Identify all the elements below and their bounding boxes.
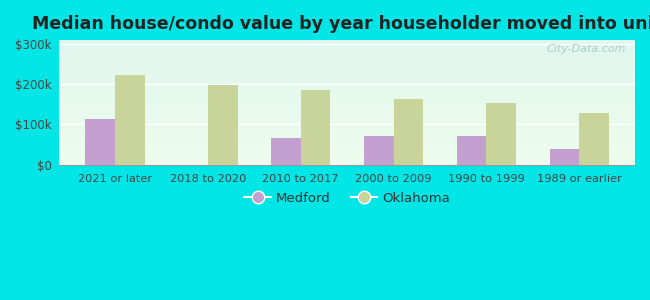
Bar — [393, 99, 423, 165]
Bar — [301, 90, 330, 165]
Bar — [208, 85, 237, 165]
Bar — [85, 119, 115, 165]
Legend: Medford, Oklahoma: Medford, Oklahoma — [239, 187, 455, 210]
Bar — [364, 136, 393, 165]
Title: Median house/condo value by year householder moved into unit: Median house/condo value by year househo… — [32, 15, 650, 33]
Bar — [549, 148, 579, 165]
Bar — [271, 139, 301, 165]
Bar — [457, 136, 486, 165]
Bar — [486, 103, 516, 165]
Text: City-Data.com: City-Data.com — [547, 44, 627, 54]
Bar — [579, 113, 609, 165]
Bar — [115, 75, 145, 165]
